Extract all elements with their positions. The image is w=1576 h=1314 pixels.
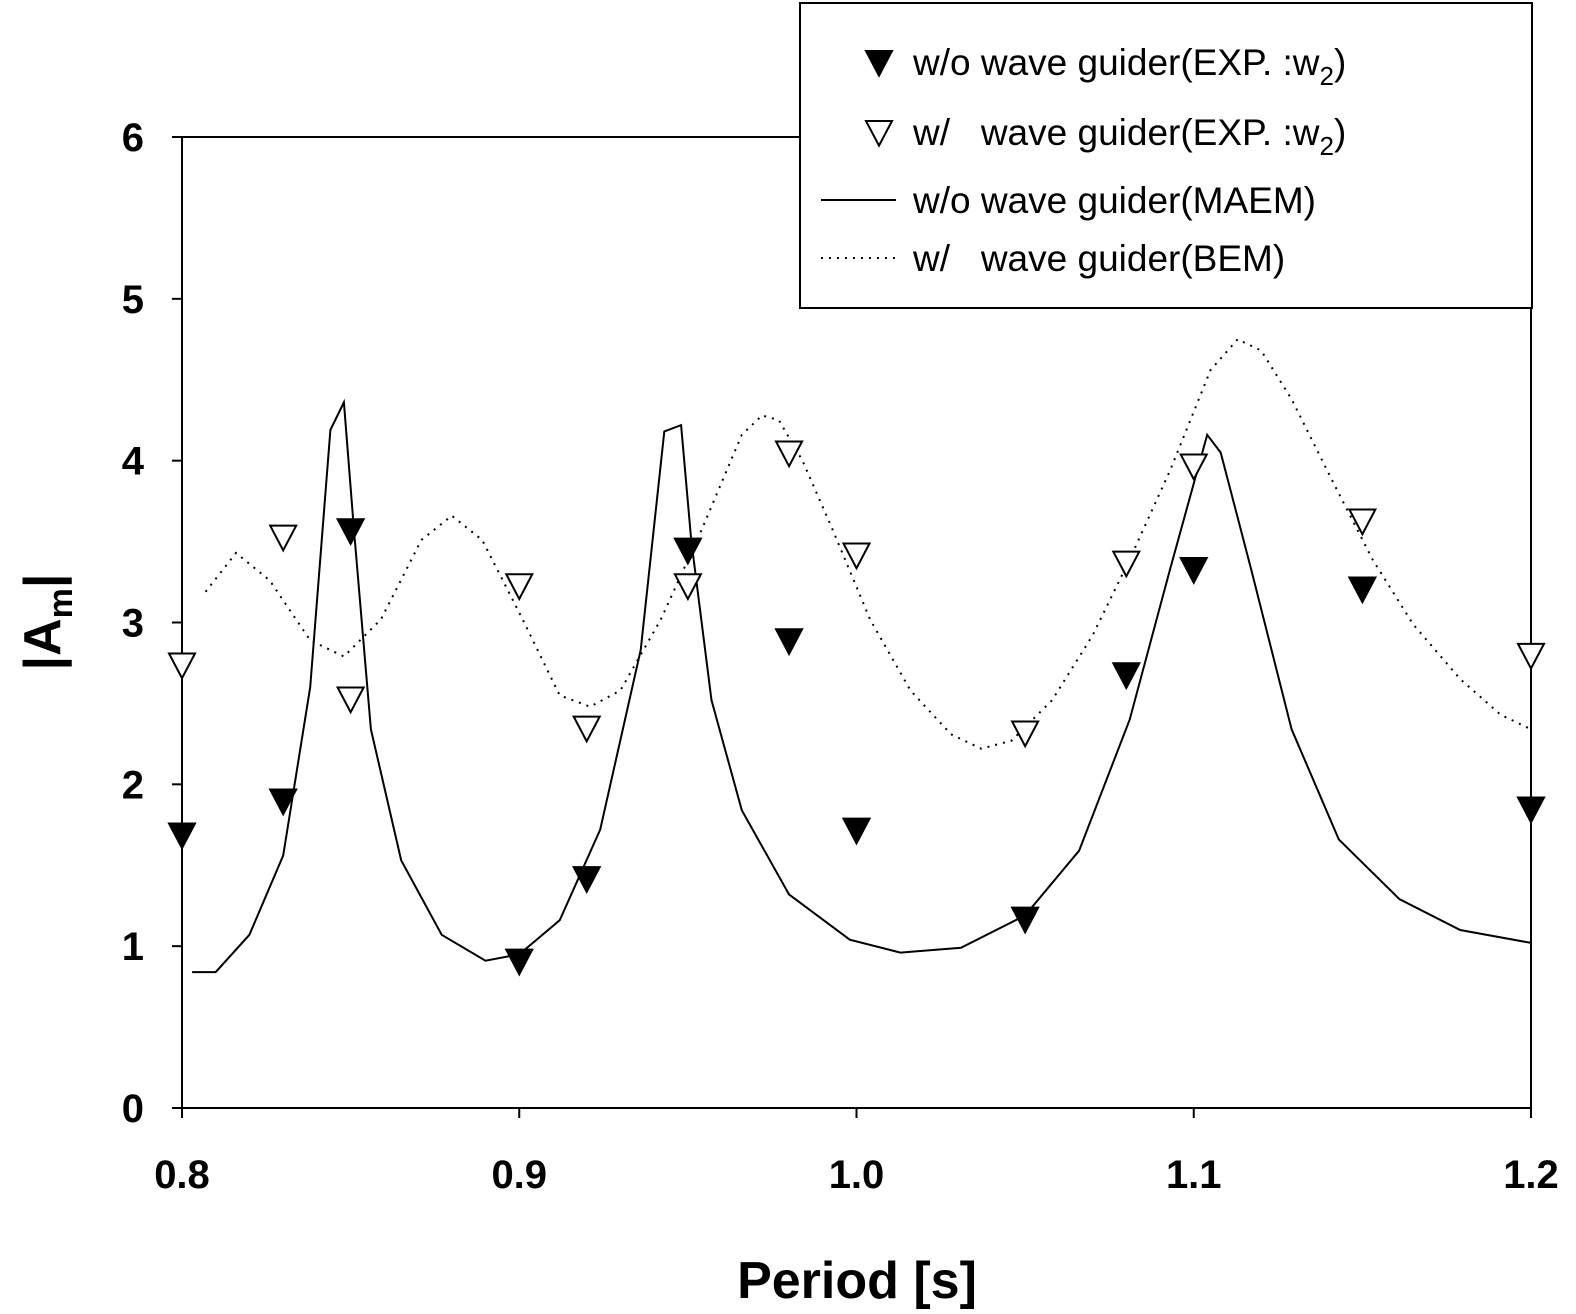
y-tick-label: 6 bbox=[122, 116, 144, 160]
x-tick-label: 0.8 bbox=[154, 1153, 210, 1197]
data-point-open bbox=[841, 542, 872, 571]
data-point-filled bbox=[504, 948, 534, 977]
series-lines bbox=[192, 338, 1532, 974]
y-tick-label: 5 bbox=[122, 278, 144, 322]
y-axis-title: |Am| bbox=[14, 574, 80, 671]
data-point-filled bbox=[572, 866, 602, 894]
data-point-filled bbox=[167, 822, 197, 851]
data-point-open bbox=[504, 573, 534, 602]
data-point-filled bbox=[774, 628, 804, 657]
data-point-open bbox=[1111, 550, 1141, 579]
y-tick-label: 1 bbox=[122, 925, 144, 969]
legend-label: w/o wave guider(EXP. :w2) bbox=[912, 42, 1346, 91]
axis-ticks: 0 1 2 3 4 5 6 0.8 0.9 1.0 1.1 1.2 bbox=[122, 116, 1559, 1197]
x-tick-label: 0.9 bbox=[491, 1153, 547, 1197]
data-point-open bbox=[335, 686, 366, 715]
data-point-open bbox=[1516, 642, 1546, 671]
data-point-open bbox=[268, 524, 298, 553]
x-tick-label: 1.0 bbox=[829, 1153, 885, 1197]
data-point-filled bbox=[841, 817, 872, 846]
data-point-filled bbox=[1111, 662, 1141, 691]
series-markers bbox=[167, 440, 1546, 977]
data-point-open bbox=[1010, 720, 1040, 749]
data-point-filled bbox=[1516, 796, 1546, 825]
data-point-open bbox=[1347, 508, 1378, 537]
maem-line bbox=[192, 398, 1532, 974]
data-point-open bbox=[774, 440, 804, 469]
data-point-filled bbox=[1010, 906, 1040, 935]
y-tick-label: 3 bbox=[122, 602, 144, 646]
legend-label: w/o wave guider(MAEM) bbox=[912, 180, 1316, 221]
data-point-open bbox=[572, 715, 602, 744]
x-tick-label: 1.1 bbox=[1166, 1153, 1222, 1197]
data-point-filled bbox=[1179, 557, 1209, 585]
data-point-filled bbox=[1347, 576, 1378, 605]
legend: w/o wave guider(EXP. :w2) w/ wave guider(… bbox=[799, 2, 1533, 309]
data-point-filled bbox=[335, 518, 366, 547]
data-point-filled bbox=[673, 537, 703, 566]
y-tick-label: 4 bbox=[122, 440, 145, 484]
legend-box bbox=[799, 2, 1533, 309]
y-tick-label: 0 bbox=[122, 1087, 144, 1131]
data-point-open bbox=[673, 573, 703, 602]
data-point-open bbox=[167, 652, 197, 681]
x-axis-title: Period [s] bbox=[737, 1252, 977, 1310]
legend-marker bbox=[864, 119, 894, 148]
x-tick-label: 1.2 bbox=[1503, 1153, 1559, 1197]
data-point-filled bbox=[268, 788, 298, 817]
legend-label: w/ wave guider(BEM) bbox=[912, 238, 1285, 279]
legend-marker bbox=[864, 49, 894, 78]
y-tick-label: 2 bbox=[122, 763, 144, 807]
legend-label: w/ wave guider(EXP. :w2) bbox=[912, 112, 1346, 161]
data-point-open bbox=[1179, 453, 1209, 482]
